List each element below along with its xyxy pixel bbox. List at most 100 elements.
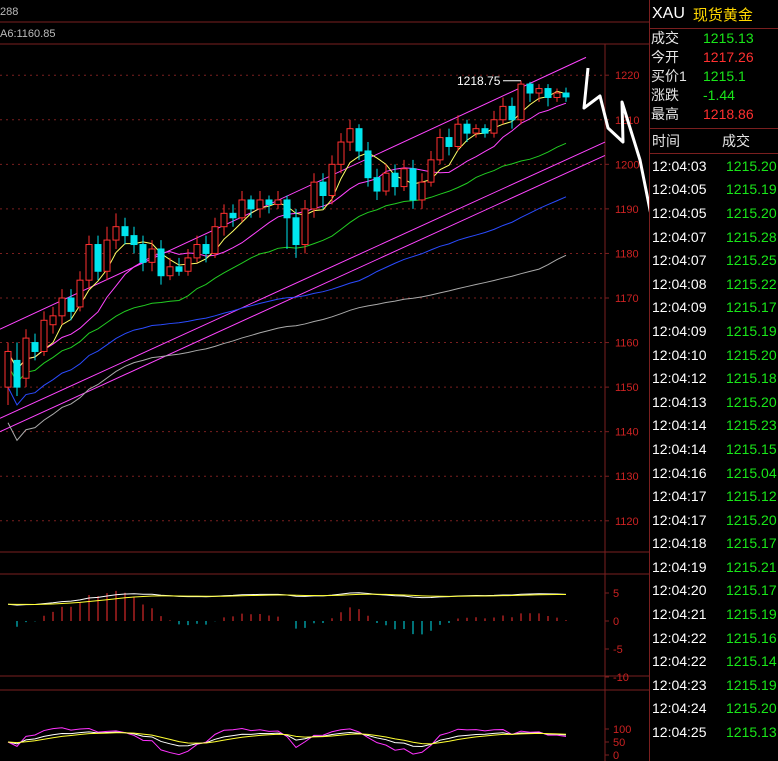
candle-body (211, 226, 219, 254)
candle-body (265, 199, 273, 205)
tick-row: 12:04:07 1215.25 (650, 248, 778, 272)
tick-time: 12:04:23 (652, 676, 707, 693)
tick-price: 1215.20 (726, 346, 777, 363)
y-tick-label: 1150 (615, 382, 639, 394)
candle-body (76, 279, 84, 308)
candle-body (562, 92, 570, 98)
tick-time: 12:04:19 (652, 558, 707, 575)
tick-time: 12:04:07 (652, 228, 707, 245)
tick-price: 1215.04 (726, 464, 777, 481)
tick-row: 12:04:09 1215.19 (650, 319, 778, 343)
tick-time: 12:04:24 (652, 700, 707, 717)
candle-body (544, 88, 552, 98)
tick-row: 12:04:03 1215.20 (650, 154, 778, 178)
y-tick-label: 1200 (615, 159, 639, 171)
macd-y-label: -10 (613, 672, 629, 684)
candle-body (553, 92, 561, 98)
candle-body (13, 359, 21, 388)
candle-body (481, 128, 489, 134)
tick-row: 12:04:21 1215.19 (650, 602, 778, 626)
candle-body (508, 105, 516, 121)
candle-body (40, 319, 48, 352)
tick-row: 12:04:18 1215.17 (650, 532, 778, 556)
quote-value: 1217.26 (703, 49, 754, 65)
quote-row: 成交 1215.13 (650, 29, 778, 48)
tick-row: 12:04:17 1215.20 (650, 508, 778, 532)
tick-price: 1215.19 (726, 676, 777, 693)
tick-price: 1215.17 (726, 299, 777, 316)
quote-label: 最高 (651, 106, 679, 122)
quote-value: 1218.86 (703, 106, 754, 122)
candle-body (175, 266, 183, 272)
tick-price: 1215.25 (726, 252, 777, 269)
candle-body (130, 235, 138, 246)
tick-row: 12:04:16 1215.04 (650, 461, 778, 485)
ticks-time-header: 时间 (652, 133, 680, 149)
y-tick-label: 1190 (615, 204, 639, 216)
quote-label: 买价1 (651, 68, 687, 84)
tick-row: 12:04:10 1215.20 (650, 343, 778, 367)
ma-long-line (7, 196, 567, 406)
candle-body (292, 217, 300, 246)
tick-row: 12:04:19 1215.21 (650, 555, 778, 579)
candle-body (94, 244, 102, 272)
kdj-y-label: 50 (613, 737, 625, 749)
quote-value: 1215.1 (703, 68, 746, 84)
tick-row: 12:04:22 1215.14 (650, 649, 778, 673)
tick-price: 1215.28 (726, 228, 777, 245)
tick-time: 12:04:14 (652, 417, 707, 434)
tick-price: 1215.17 (726, 582, 777, 599)
y-tick-label: 1140 (615, 427, 639, 439)
quote-row: 最高 1218.86 (650, 105, 778, 124)
tick-price: 1215.19 (726, 181, 777, 198)
tick-row: 12:04:05 1215.20 (650, 201, 778, 225)
kdj-j-line (7, 727, 567, 756)
candle-body (445, 137, 453, 147)
candle-body (490, 119, 498, 134)
code-fragment: 288 (0, 6, 19, 18)
candle-body (166, 266, 174, 277)
candle-body (472, 128, 480, 134)
channel-lower-line-2 (0, 141, 606, 419)
quote-label: 成交 (651, 30, 679, 46)
tick-time: 12:04:25 (652, 724, 707, 741)
candle-body (67, 297, 75, 312)
candle-body (364, 150, 372, 179)
y-tick-label: 1180 (615, 248, 639, 260)
candle-body (238, 199, 246, 219)
symbol-name: 现货黄金 (692, 6, 753, 24)
candle-body (157, 248, 165, 277)
candle-body (229, 212, 237, 219)
tick-price: 1215.18 (726, 370, 777, 387)
candle-body (418, 181, 426, 201)
tick-time: 12:04:05 (652, 181, 707, 198)
tick-time: 12:04:12 (652, 370, 707, 387)
candle-body (256, 199, 264, 210)
tick-time: 12:04:20 (652, 582, 707, 599)
tick-row: 12:04:08 1215.22 (650, 272, 778, 296)
candle-body (283, 199, 291, 219)
tick-price: 1215.20 (726, 393, 777, 410)
tick-list[interactable]: 12:04:03 1215.20 12:04:05 1215.19 12:04:05 12… (650, 154, 778, 744)
tick-row: 12:04:24 1215.20 (650, 697, 778, 721)
tick-row: 12:04:14 1215.23 (650, 414, 778, 438)
tick-row: 12:04:20 1215.17 (650, 579, 778, 603)
macd-y-label: -5 (613, 644, 623, 656)
tick-price: 1215.23 (726, 417, 777, 434)
quote-header: XAU 现货黄金 (650, 0, 778, 29)
candle-body (454, 123, 462, 147)
tick-row: 12:04:13 1215.20 (650, 390, 778, 414)
quote-label: 涨跌 (651, 87, 679, 103)
candle-body (463, 123, 471, 134)
candle-body (31, 342, 39, 352)
candle-body (346, 128, 354, 143)
channel-upper-line (0, 56, 587, 330)
tick-row: 12:04:12 1215.18 (650, 366, 778, 390)
candle-body (49, 315, 57, 326)
tick-time: 12:04:16 (652, 464, 707, 481)
ma-xlong-line (7, 254, 567, 442)
tick-price: 1215.22 (726, 275, 777, 292)
quote-value: -1.44 (703, 87, 735, 103)
y-tick-label: 1120 (615, 516, 639, 528)
